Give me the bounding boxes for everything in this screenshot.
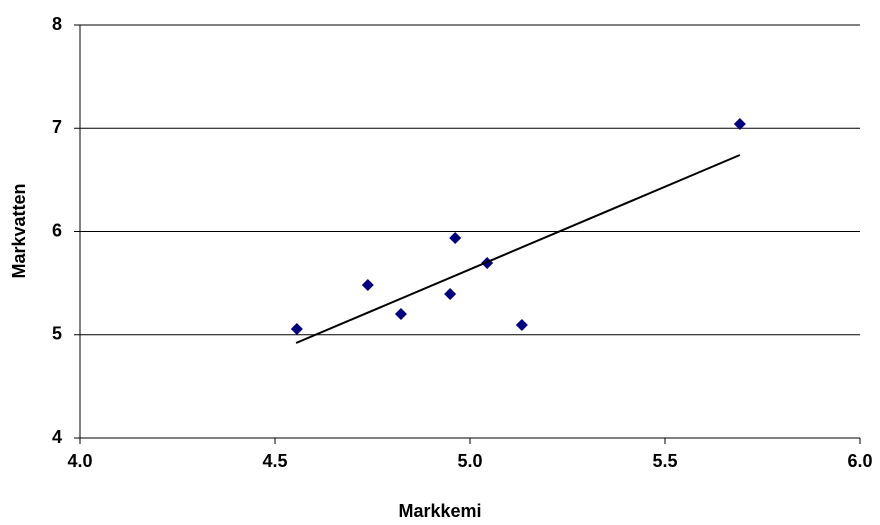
- y-tick-label: 5: [52, 324, 62, 344]
- x-tick-label: 4.5: [262, 451, 287, 471]
- y-tick-label: 8: [52, 14, 62, 34]
- x-tick-label: 5.5: [652, 451, 677, 471]
- x-axis-label: Markkemi: [398, 501, 481, 521]
- scatter-point: [361, 278, 374, 291]
- y-tick-label: 6: [52, 220, 62, 240]
- scatter-point: [733, 118, 746, 131]
- scatter-point: [449, 232, 462, 245]
- y-axis-label: Markvatten: [9, 183, 29, 278]
- scatter-point: [515, 319, 528, 332]
- trend-line: [295, 154, 741, 344]
- y-tick-label: 4: [52, 427, 62, 447]
- scatter-point: [444, 287, 457, 300]
- x-tick-label: 6.0: [847, 451, 872, 471]
- scatter-point: [394, 307, 407, 320]
- x-tick-label: 5.0: [457, 451, 482, 471]
- scatter-point: [290, 322, 303, 335]
- y-tick-label: 7: [52, 117, 62, 137]
- x-tick-label: 4.0: [67, 451, 92, 471]
